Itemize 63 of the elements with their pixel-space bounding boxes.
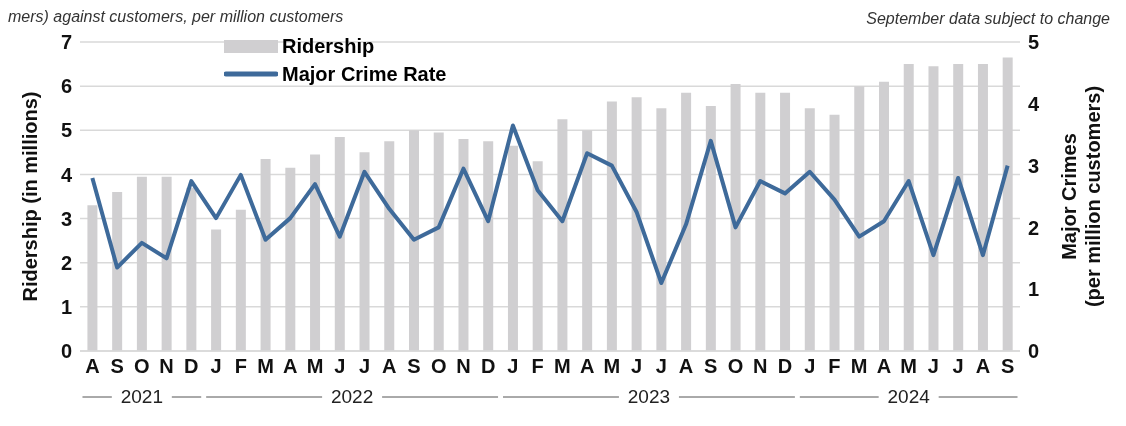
y-tick-label: 5 [60, 119, 72, 142]
text: 2022 [330, 386, 374, 407]
x-tick-label: A [85, 355, 100, 378]
y2-tick-label: 4 [1028, 92, 1040, 115]
y-tick-label: 1 [60, 295, 72, 318]
x-tick-label: A [876, 355, 892, 378]
x-tick-label: D [184, 355, 199, 378]
x-tick-label: J [952, 355, 964, 378]
x-tick-label: A [579, 355, 595, 378]
x-tick-label: J [334, 355, 346, 378]
x-tick-label: S [1000, 355, 1015, 378]
x-tick-label: M [554, 355, 571, 378]
x-tick-label: M [603, 355, 621, 378]
x-tick-label: J [804, 355, 816, 378]
legend-label: Ridership [282, 34, 375, 59]
y-tick-label: 0 [60, 340, 72, 363]
text: 2024 [887, 386, 931, 407]
x-tick-label: S [110, 355, 124, 378]
x-tick-label: D [480, 355, 496, 378]
y2-tick-label: 1 [1028, 278, 1040, 301]
x-tick-label: A [678, 355, 694, 378]
x-tick-label: A [283, 355, 298, 378]
x-tick-label: F [828, 355, 841, 378]
x-tick-label: J [631, 355, 643, 378]
x-tick-label: M [257, 355, 274, 378]
y-tick-label: 4 [60, 163, 73, 186]
x-tick-label: J [655, 355, 667, 378]
y-axis-title: Ridership (in millions) [19, 91, 41, 302]
x-tick-label: M [900, 355, 918, 378]
x-tick-label: N [159, 355, 174, 378]
x-tick-label: N [753, 355, 768, 378]
y2-tick-label: 5 [1028, 31, 1040, 54]
text: 2021 [120, 386, 163, 407]
x-tick-label: J [927, 355, 939, 378]
x-tick-label: O [134, 355, 150, 378]
x-tick-label: S [407, 355, 421, 378]
x-tick-label: A [381, 355, 397, 378]
x-tick-label: J [507, 355, 519, 378]
y2-tick-label: 2 [1028, 216, 1040, 239]
x-tick-label: F [234, 355, 247, 378]
x-tick-label: O [430, 355, 447, 378]
text: September data subject to change [866, 10, 1110, 28]
x-tick-label: M [306, 355, 324, 378]
x-tick-label: S [704, 355, 718, 378]
legend-label: Major Crime Rate [282, 62, 447, 87]
x-tick-label: O [727, 355, 744, 378]
chart-subtitle: mers) against customers, per million customers [8, 8, 344, 26]
x-tick-label: J [210, 355, 222, 378]
x-tick-label: F [531, 355, 544, 378]
y-tick-label: 7 [60, 31, 72, 54]
line-series [90, 123, 1010, 286]
y2-tick-label: 0 [1028, 340, 1040, 363]
x-tick-label: J [358, 355, 371, 378]
x-tick-label: A [975, 355, 991, 378]
x-tick-label: N [456, 355, 471, 378]
x-tick-label: M [850, 355, 868, 378]
x-tick-label: D [777, 355, 793, 378]
y-tick-label: 3 [60, 207, 72, 230]
y2-tick-label: 3 [1028, 154, 1040, 177]
y-tick-label: 6 [60, 75, 72, 98]
y2-axis-title: Major Crimes (per million customers) [1058, 85, 1104, 308]
y-tick-label: 2 [60, 251, 72, 274]
text: 2023 [627, 386, 671, 407]
